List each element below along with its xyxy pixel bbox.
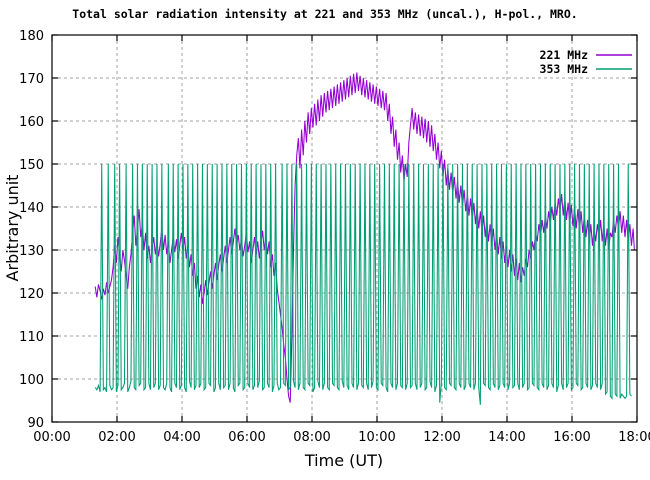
- x-tick-label: 08:00: [293, 430, 330, 445]
- x-tick-label: 02:00: [98, 430, 135, 445]
- x-tick-label: 12:00: [423, 430, 460, 445]
- y-axis-title: Arbitrary unit: [3, 175, 22, 282]
- y-tick-label: 140: [19, 201, 44, 216]
- chart-title: Total solar radiation intensity at 221 a…: [72, 7, 577, 21]
- x-axis-title: Time (UT): [304, 451, 383, 470]
- data-series-group: [94, 72, 635, 405]
- y-tick-label: 130: [19, 244, 44, 259]
- y-tick-label: 120: [19, 287, 44, 302]
- y-tick-label: 160: [19, 115, 44, 130]
- x-tick-label: 10:00: [358, 430, 395, 445]
- plot-frame: [51, 34, 638, 423]
- y-axis-tick-labels: 90 100 110 120 130 140 150 160 170 180: [19, 29, 44, 431]
- legend-label-221-mhz: 221 MHz: [540, 48, 589, 62]
- x-axis-tick-labels: 00:00 02:00 04:00 06:00 08:00 10:00 12:00 14:00…: [33, 430, 650, 445]
- series-line-353-mhz: [94, 163, 632, 405]
- y-tick-label: 100: [19, 373, 44, 388]
- x-tick-label: 04:00: [163, 430, 200, 445]
- y-tick-label: 90: [27, 416, 44, 431]
- plot-border: [51, 34, 638, 423]
- legend-label-353-mhz: 353 MHz: [540, 62, 589, 76]
- x-tick-label: 06:00: [228, 430, 265, 445]
- y-tick-label: 110: [19, 330, 44, 345]
- y-tick-label: 170: [19, 72, 44, 87]
- axis-ticks: [51, 34, 638, 423]
- y-tick-label: 150: [19, 158, 44, 173]
- y-tick-label: 180: [19, 29, 44, 44]
- x-tick-label: 16:00: [553, 430, 590, 445]
- x-tick-label: 18:00: [618, 430, 650, 445]
- x-tick-label: 00:00: [33, 430, 70, 445]
- x-tick-label: 14:00: [488, 430, 525, 445]
